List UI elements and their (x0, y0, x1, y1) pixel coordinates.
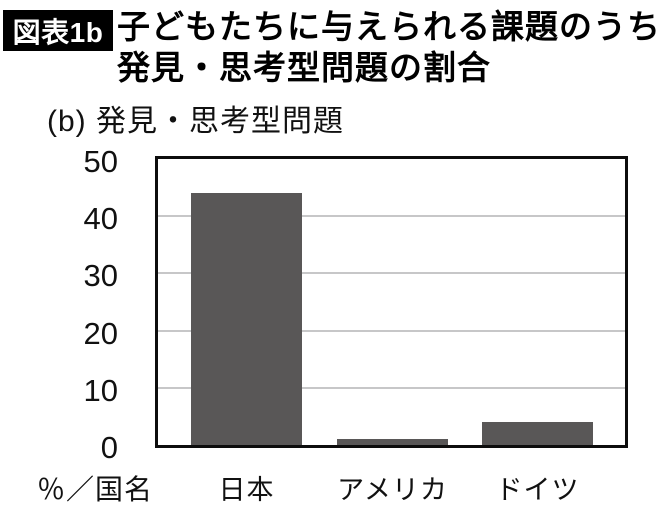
y-tick-label-30: 30 (83, 258, 118, 294)
figure-title-line1: 子どもたちに与えられる課題のうち (117, 8, 661, 45)
y-tick-label-40: 40 (83, 201, 118, 237)
y-axis: 0 10 20 30 40 50 (0, 144, 118, 465)
figure-title: 子どもたちに与えられる課題のうち 発見・思考型問題の割合 (117, 6, 661, 88)
bar-1 (337, 439, 448, 445)
y-tick-label-50: 50 (83, 144, 118, 179)
x-axis-unit-label: ％／国名 (37, 474, 154, 505)
gridline-10 (158, 386, 625, 389)
gridline-20 (158, 329, 625, 332)
x-tick-label-0: 日本 (218, 475, 275, 505)
gridline-40 (158, 215, 625, 218)
bar-0 (191, 193, 302, 445)
figure-title-line2: 発見・思考型問題の割合 (117, 49, 491, 86)
x-axis: 日本 アメリカ ドイツ (0, 468, 670, 505)
figure-badge: 図表1b (3, 10, 113, 51)
x-tick-label-1: アメリカ (337, 475, 448, 505)
bar-2 (482, 422, 593, 445)
chart-subtitle: (b) 発見・思考型問題 (47, 105, 344, 138)
plot-area (155, 156, 628, 448)
y-tick-label-20: 20 (83, 315, 118, 351)
y-tick-label-10: 10 (83, 372, 118, 408)
y-tick-label-0: 0 (100, 430, 118, 465)
gridline-30 (158, 272, 625, 275)
x-tick-label-2: ドイツ (495, 475, 580, 505)
